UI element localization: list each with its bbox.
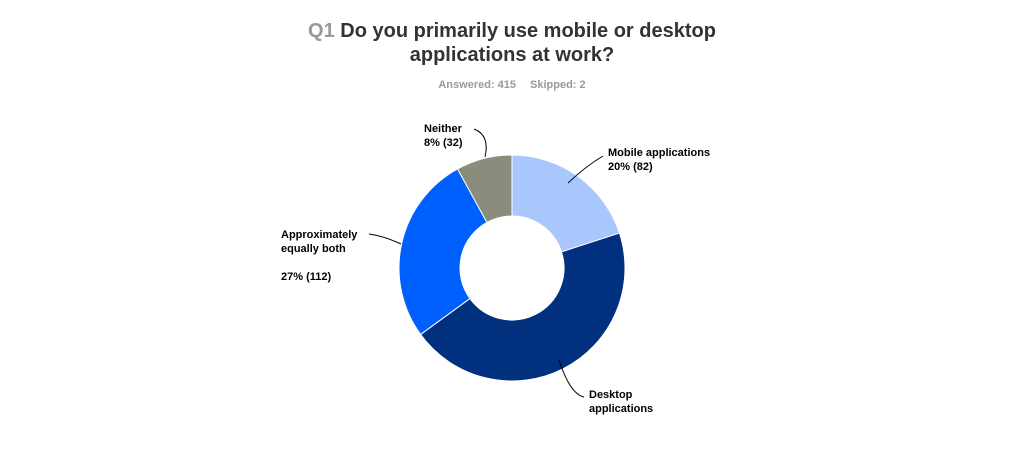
slice-mobile-applications — [511, 154, 621, 253]
slice-label-approximately-equally-both: Approximately equally both 27% (112) — [281, 229, 358, 283]
slice-label-mobile-applications: Mobile applications 20% (82) — [608, 147, 710, 173]
slice-desktop-applications — [419, 232, 626, 382]
question-text-line1: Do you primarily use mobile or desktop — [340, 20, 716, 42]
slice-label-neither: Neither 8% (32) — [424, 123, 463, 149]
slice-approximately-equally-both — [398, 168, 488, 336]
answered-count: Answered: 415 — [438, 79, 517, 91]
slice-neither — [456, 154, 513, 224]
question-text-line2: applications at work? — [409, 44, 615, 66]
skipped-count: Skipped: 2 — [530, 79, 586, 91]
chart-title: Q1 Do you primarily use mobile or deskto… — [0, 19, 1024, 67]
slice-label-desktop-applications: Desktop applications — [589, 389, 653, 415]
response-stats: Answered: 415 Skipped: 2 — [0, 79, 1024, 91]
leader-line-desktop-applications — [558, 359, 585, 398]
leader-line-mobile-applications — [567, 155, 604, 184]
leader-line-neither — [473, 128, 487, 158]
question-number: Q1 — [308, 20, 335, 42]
leader-line-approximately-equally-both — [368, 233, 402, 245]
